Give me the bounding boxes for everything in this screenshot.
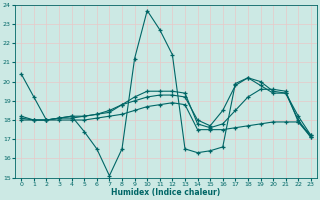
X-axis label: Humidex (Indice chaleur): Humidex (Indice chaleur) — [111, 188, 221, 197]
